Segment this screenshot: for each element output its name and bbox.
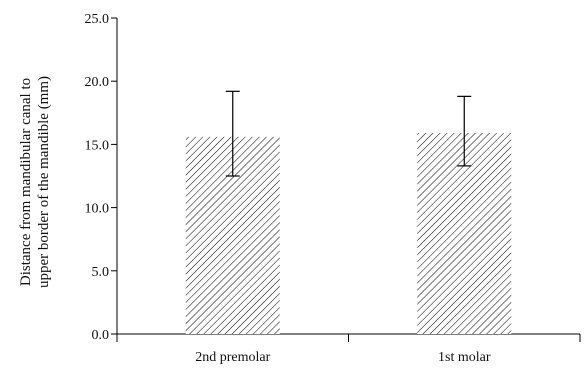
ticks: 0.0 5.0 10.0 15.0 20.0 25.0 2nd premolar 1st mo… [85, 12, 581, 365]
y-tick-label: 15.0 [85, 138, 110, 153]
bar-1st-molar [417, 133, 512, 334]
y-tick-label: 20.0 [85, 75, 110, 90]
y-tick-label: 25.0 [85, 12, 110, 27]
y-tick-label: 0.0 [92, 328, 110, 343]
error-bars [225, 90, 472, 177]
bars [185, 133, 512, 334]
x-category-label: 1st molar [438, 350, 491, 365]
y-axis-title-line-1: Distance from mandibular canal to [18, 78, 34, 286]
x-category-label: 2nd premolar [195, 350, 270, 365]
y-axis-title: Distance from mandibular canal to upper … [18, 76, 52, 288]
y-tick-label: 5.0 [92, 265, 110, 280]
y-tick-label: 10.0 [85, 202, 110, 217]
y-axis-title-line-2: upper border of the mandible (mm) [36, 76, 52, 288]
